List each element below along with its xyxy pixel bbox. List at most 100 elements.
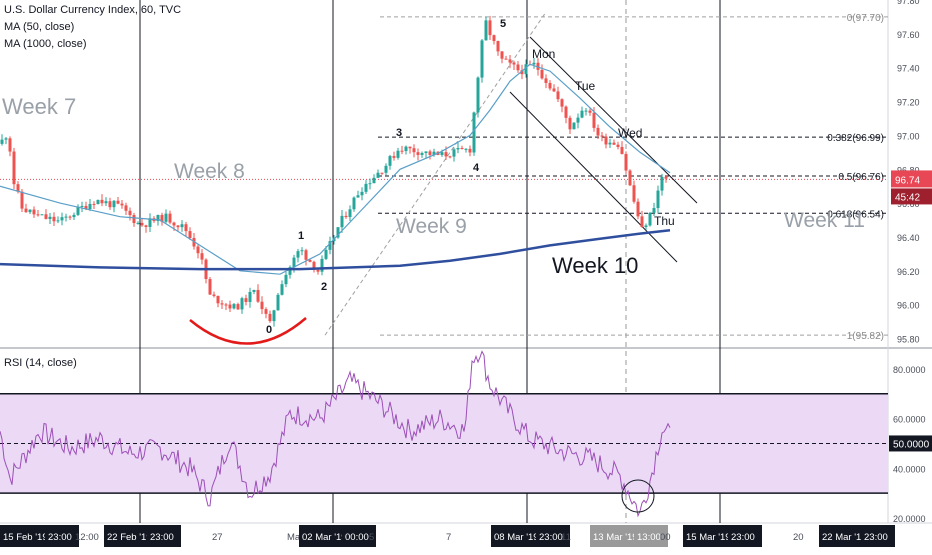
candle-body [536, 62, 540, 70]
candle-body [484, 20, 488, 41]
time-label: 15 Mar '19 [686, 532, 731, 543]
day-label: Wed [618, 126, 642, 140]
time-label-bg [536, 525, 570, 547]
candle-body [432, 151, 436, 155]
time-label-bg [634, 525, 668, 547]
candle-body [408, 146, 412, 149]
week-label: Week 7 [2, 94, 76, 119]
price-tick-label: 96.00 [897, 301, 920, 311]
candle-body [520, 70, 524, 75]
candle-body [620, 146, 624, 154]
rsi-legend[interactable]: RSI (14, close) [4, 357, 77, 369]
candle-body [48, 216, 52, 219]
candle-body [648, 212, 652, 226]
candle-body [224, 304, 228, 306]
candle-body [428, 151, 432, 155]
moving-averages [0, 63, 671, 275]
candle-body [392, 156, 396, 158]
candle-body [356, 195, 360, 198]
ma-slow-line [0, 228, 671, 271]
candle-body [180, 224, 184, 228]
candle-body [632, 185, 636, 202]
candle-body [8, 138, 12, 152]
annotations: Week 7 Week 8 Week 9 Week 10 Week 11 0 1 2 3 4 5 Mo… [2, 18, 865, 513]
price-tick-label: 95.80 [897, 335, 920, 345]
time-label-bg [728, 525, 762, 547]
candle-body [108, 201, 112, 208]
candle-body [608, 142, 612, 145]
time-label: 7 [446, 532, 451, 543]
candle-body [20, 191, 24, 209]
candle-body [140, 222, 144, 226]
candle-body [316, 269, 320, 272]
candle-body [44, 214, 48, 219]
candle-body [512, 62, 516, 65]
ma-fast-legend[interactable]: MA (50, close) [4, 21, 75, 33]
candle-body [336, 227, 340, 238]
candle-body [60, 217, 64, 221]
candle-body [572, 122, 576, 130]
candle-body [388, 156, 392, 166]
rsi-tick-label: 60.0000 [893, 415, 926, 425]
candle-body [488, 20, 492, 36]
candle-body [12, 151, 16, 185]
candle-body [320, 258, 324, 272]
candle-body [576, 117, 580, 123]
candle-body [476, 77, 480, 113]
candle-body [588, 110, 592, 113]
candle-body [300, 250, 304, 252]
candle-body [188, 231, 192, 238]
candle-body [548, 82, 552, 89]
candle-body [168, 213, 172, 223]
candle-body [160, 214, 164, 222]
day-label: Tue [575, 79, 596, 93]
candle-body [52, 216, 56, 222]
candle-body [600, 135, 604, 137]
candle-body [276, 294, 280, 311]
candle-body [88, 203, 92, 210]
price-tick-label: 97.40 [897, 64, 920, 74]
candle-body [256, 289, 260, 302]
candle-body [100, 199, 104, 204]
candle-body [628, 170, 632, 186]
ma-slow-legend[interactable]: MA (1000, close) [4, 38, 87, 50]
candle-body [228, 304, 232, 309]
wave-label: 1 [298, 230, 304, 242]
candle-body [568, 117, 572, 130]
day-label: Mon [532, 47, 555, 61]
candle-body [652, 208, 656, 213]
candle-body [156, 214, 160, 222]
candle-body [128, 210, 132, 216]
candle-body [36, 214, 40, 216]
candle-body [84, 205, 88, 210]
price-tick-label: 96.20 [897, 267, 920, 277]
price-tick-label: 97.00 [897, 131, 920, 141]
candle-body [144, 225, 148, 227]
price-tick-label: 97.80 [897, 0, 920, 6]
time-label: 13 Mar '19 [593, 532, 638, 543]
fib-level-label: 0.5(96.76) [838, 172, 884, 183]
channel-upper-line [529, 36, 698, 204]
fib-level-label: 0(97.70) [847, 13, 884, 24]
candle-body [640, 216, 644, 228]
candle-body [292, 257, 296, 268]
candle-body [40, 214, 44, 216]
candle-body [284, 274, 288, 285]
candle-body [184, 224, 188, 232]
candle-body [368, 183, 372, 185]
candle-body [592, 112, 596, 128]
fib-diagonal [324, 13, 546, 336]
candle-body [664, 176, 668, 179]
candle-body [308, 259, 312, 262]
rsi-tick-label: 40.0000 [893, 464, 926, 474]
candle-body [344, 215, 348, 218]
candle-body [540, 69, 544, 79]
ma-fast-line [0, 63, 671, 275]
candle-body [380, 172, 384, 174]
day-label: Thu [654, 214, 675, 228]
symbol-title[interactable]: U.S. Dollar Currency Index, 60, TVC [4, 4, 182, 16]
candle-body [268, 313, 272, 322]
candle-body [216, 295, 220, 304]
